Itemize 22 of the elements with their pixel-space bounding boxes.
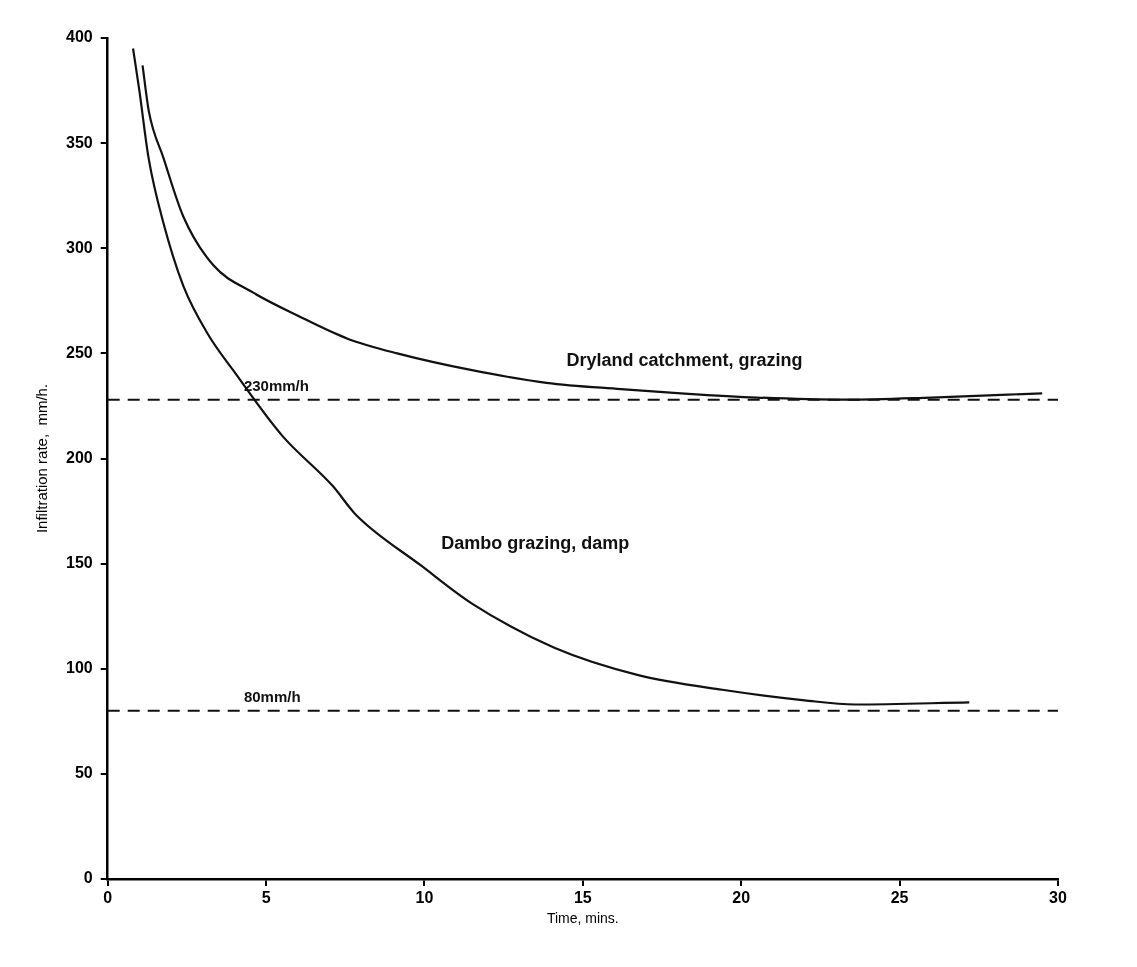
x-tick-label: 20 (732, 889, 751, 907)
x-tick-label: 30 (1049, 889, 1067, 907)
y-tick-label: 200 (65, 448, 93, 466)
y-tick-label: 400 (65, 28, 93, 46)
ref-line-label: 230mm/h (243, 377, 309, 395)
y-tick-label: 250 (65, 343, 93, 361)
x-axis-title: Time, mins. (546, 910, 619, 927)
series-label: Dambo grazing, damp (441, 532, 630, 553)
y-tick-label: 150 (65, 554, 93, 572)
x-tick-label: 0 (103, 889, 113, 907)
series-label: Dryland catchment, grazing (566, 349, 803, 370)
x-tick-label: 15 (573, 889, 592, 907)
y-axis-title: Infiltration rate, mm/h. (33, 383, 51, 534)
y-tick-label: 50 (74, 764, 93, 782)
y-tick-label: 100 (65, 659, 93, 677)
x-tick-label: 25 (890, 889, 909, 907)
x-tick-label: 5 (261, 889, 271, 907)
y-tick-label: 300 (65, 238, 93, 256)
y-tick-label: 0 (83, 869, 93, 887)
x-tick-label: 10 (415, 889, 434, 907)
y-tick-label: 350 (65, 133, 93, 151)
ref-line-label: 80mm/h (243, 688, 301, 706)
